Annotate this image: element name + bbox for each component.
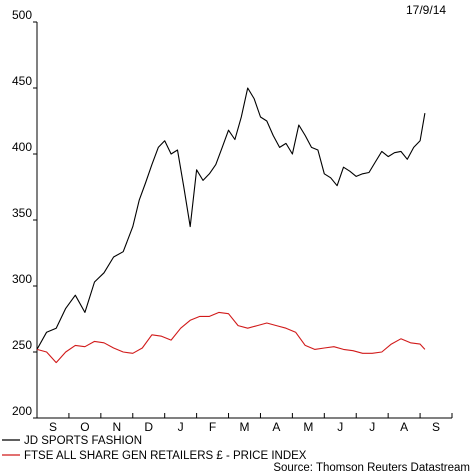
y-tick-label: 300 (12, 272, 32, 286)
x-tick-label: M (240, 420, 250, 434)
x-tick-label: J (337, 420, 343, 434)
legend: JD SPORTS FASHION FTSE ALL SHARE GEN RET… (2, 435, 307, 462)
y-tick-group: 200 250 300 350 400 450 500 (12, 8, 37, 419)
series-line-jd-sports (36, 87, 426, 350)
x-tick-label: S (49, 420, 57, 434)
x-tick-label: S (432, 420, 440, 434)
x-tick-label: A (272, 420, 280, 434)
y-tick-label: 450 (12, 74, 32, 88)
x-tick-label: O (80, 420, 89, 434)
y-tick-label: 400 (12, 140, 32, 154)
x-tick-label: J (369, 420, 375, 434)
series-group (36, 87, 426, 364)
source-note: Source: Thomson Reuters Datastream (273, 462, 470, 474)
x-tick-label: A (400, 420, 408, 434)
date-label: 17/9/14 (406, 3, 446, 17)
x-tick-label: D (144, 420, 153, 434)
x-tick-label: M (303, 420, 313, 434)
y-tick-label: 200 (12, 404, 32, 418)
x-tick-label: N (112, 420, 121, 434)
y-tick-label: 250 (12, 338, 32, 352)
x-tick-label: J (178, 420, 184, 434)
legend-label-ftse: FTSE ALL SHARE GEN RETAILERS £ - PRICE I… (24, 450, 307, 462)
y-tick-label: 500 (12, 8, 32, 22)
legend-label-jd: JD SPORTS FASHION (24, 435, 142, 447)
x-tick-label: F (209, 420, 216, 434)
y-tick-label: 350 (12, 206, 32, 220)
series-line-ftse-retailers (36, 311, 426, 364)
